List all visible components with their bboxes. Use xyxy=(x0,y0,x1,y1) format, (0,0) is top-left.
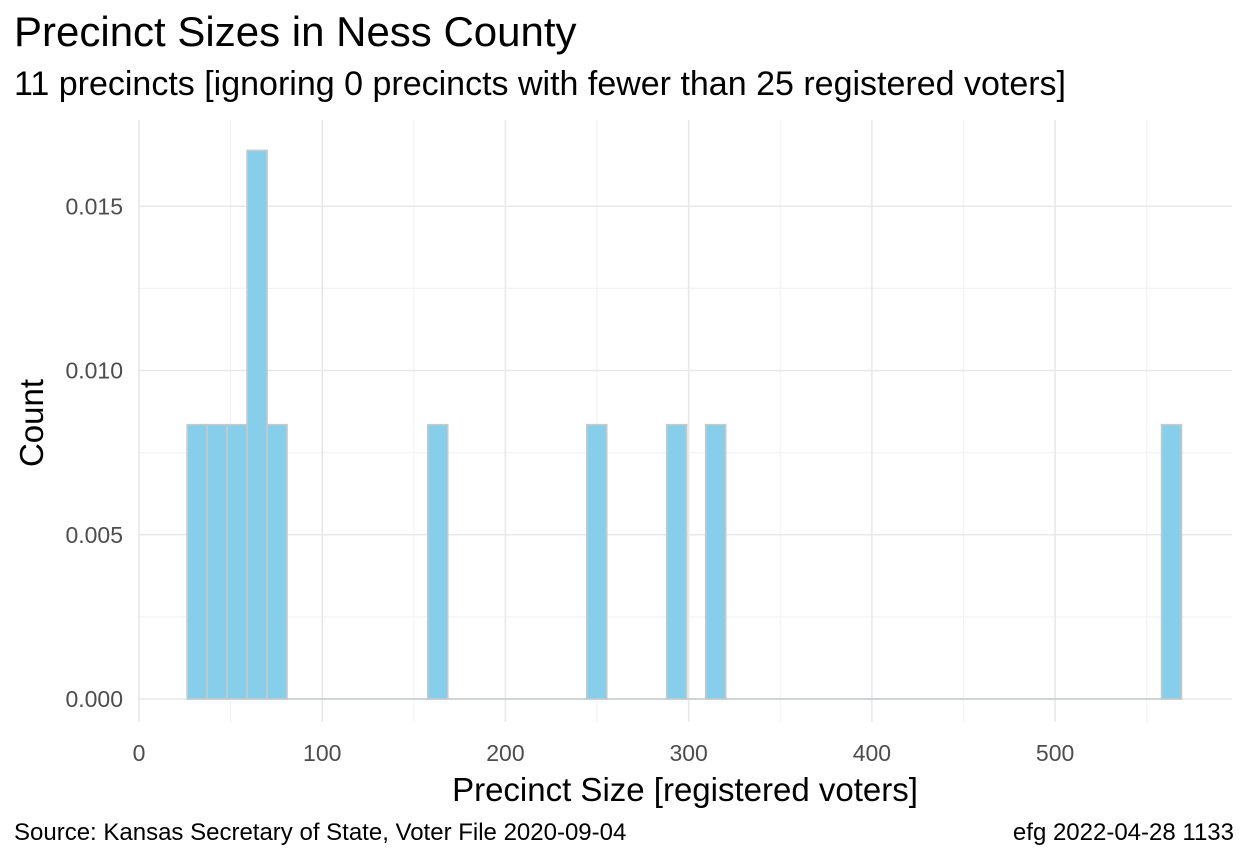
histogram-bar xyxy=(1160,423,1183,700)
histogram-bar xyxy=(186,423,208,700)
source-caption: Source: Kansas Secretary of State, Voter… xyxy=(14,819,627,846)
y-tick-label: 0.015 xyxy=(65,193,123,219)
histogram-bar xyxy=(246,149,268,700)
histogram-bar xyxy=(266,423,288,700)
chart-title: Precinct Sizes in Ness County xyxy=(14,8,577,55)
x-tick-label: 400 xyxy=(853,740,891,766)
histogram-bar xyxy=(704,423,727,700)
x-tick-label: 200 xyxy=(486,740,524,766)
histogram-bars xyxy=(186,149,1183,700)
y-tick-label: 0.010 xyxy=(65,358,123,384)
timestamp-caption: efg 2022-04-28 1133 xyxy=(1012,819,1234,846)
x-tick-label: 300 xyxy=(669,740,707,766)
histogram-bar xyxy=(226,423,248,700)
y-tick-label: 0.005 xyxy=(65,522,123,548)
histogram-bar xyxy=(206,423,228,700)
chart-subtitle: 11 precincts [ignoring 0 precincts with … xyxy=(14,65,1067,103)
x-tick-label: 0 xyxy=(133,740,146,766)
y-axis-title: Count xyxy=(13,379,50,467)
x-tick-label: 500 xyxy=(1036,740,1074,766)
histogram-bar xyxy=(585,423,608,700)
x-tick-label: 100 xyxy=(303,740,341,766)
x-axis-title: Precinct Size [registered voters] xyxy=(452,771,918,808)
histogram-bar xyxy=(665,423,688,700)
histogram-bar xyxy=(426,423,449,700)
x-axis-ticks: 0 100 200 300 400 500 xyxy=(133,740,1075,766)
y-tick-label: 0.000 xyxy=(65,686,123,712)
y-axis-ticks: 0.000 0.005 0.010 0.015 xyxy=(65,193,123,712)
